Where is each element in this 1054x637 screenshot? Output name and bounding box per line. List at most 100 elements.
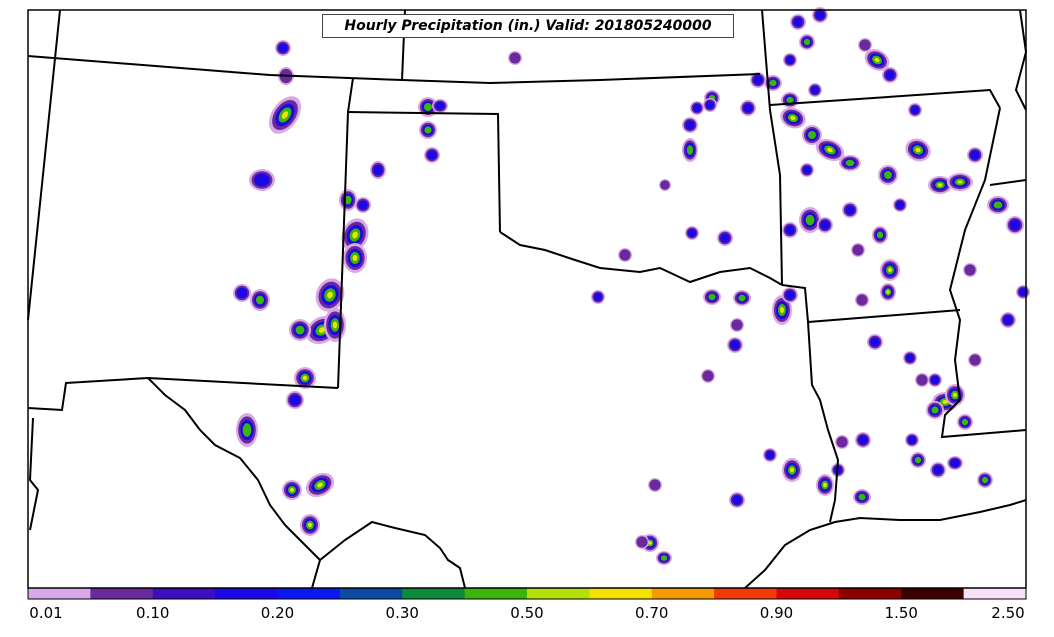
border-tn bbox=[989, 179, 1027, 186]
precip-cell bbox=[905, 353, 915, 363]
colorbar-tick-label: 0.90 bbox=[760, 604, 793, 622]
map-background bbox=[28, 10, 1026, 588]
precip-cell bbox=[242, 423, 252, 437]
colorbar-tick-label: 2.50 bbox=[991, 604, 1024, 622]
border-tx-ar-la bbox=[781, 284, 961, 324]
precip-cell bbox=[950, 458, 960, 468]
precip-cell bbox=[702, 370, 714, 382]
map-border bbox=[27, 9, 1027, 589]
border-rio-grande bbox=[147, 377, 322, 589]
precip-cell bbox=[352, 231, 358, 239]
precip-cell bbox=[937, 183, 943, 187]
precip-cell bbox=[884, 171, 892, 179]
precip-cell bbox=[636, 536, 648, 548]
colorbar-tick-label: 0.70 bbox=[635, 604, 668, 622]
colorbar bbox=[27, 587, 1027, 600]
precip-cell bbox=[957, 180, 963, 184]
precip-cell bbox=[318, 327, 326, 333]
precip-cell bbox=[281, 111, 289, 119]
border-ks-mo bbox=[761, 9, 783, 286]
precip-cell bbox=[731, 319, 743, 331]
colorbar-segment bbox=[464, 588, 528, 599]
precip-cell bbox=[885, 70, 895, 80]
colorbar-segment bbox=[90, 588, 154, 599]
precip-cell bbox=[730, 340, 740, 350]
precip-cell bbox=[805, 214, 815, 226]
colorbar-segment bbox=[901, 588, 965, 599]
precip-cell bbox=[427, 150, 437, 160]
precip-cell bbox=[708, 293, 716, 301]
coastline-gulf bbox=[744, 499, 1027, 589]
precip-cell bbox=[931, 406, 939, 414]
colorbar-segment bbox=[152, 588, 216, 599]
precip-cell bbox=[278, 43, 288, 53]
precip-cell bbox=[981, 476, 989, 484]
precip-cell bbox=[1009, 219, 1021, 231]
precip-cell bbox=[942, 400, 948, 404]
precip-cell bbox=[424, 103, 432, 111]
precip-cell bbox=[705, 100, 715, 110]
precip-cell bbox=[930, 375, 940, 385]
precip-cell bbox=[692, 103, 702, 113]
precip-cell bbox=[914, 456, 922, 464]
colorbar-tick-label: 0.50 bbox=[510, 604, 543, 622]
precip-cell bbox=[823, 482, 827, 488]
colorbar-segment bbox=[215, 588, 278, 599]
colorbar-segment bbox=[651, 588, 715, 599]
precip-cell bbox=[660, 555, 668, 561]
precip-cell bbox=[993, 201, 1003, 209]
precip-cell bbox=[858, 493, 866, 501]
precip-cell bbox=[593, 292, 603, 302]
precip-cell bbox=[785, 290, 795, 300]
precip-cell bbox=[910, 105, 920, 115]
colorbar-tick-label: 1.50 bbox=[885, 604, 918, 622]
precip-cell bbox=[720, 233, 730, 243]
precip-cell bbox=[790, 467, 794, 473]
precip-cell bbox=[332, 321, 338, 329]
border-nm-south bbox=[27, 376, 339, 412]
precip-cell bbox=[344, 195, 352, 205]
state-borders bbox=[27, 9, 1028, 589]
precip-cell bbox=[859, 39, 871, 51]
precip-cell bbox=[649, 479, 661, 491]
precip-cell bbox=[793, 17, 803, 27]
precip-cell bbox=[907, 435, 917, 445]
colorbar-tick-label: 0.01 bbox=[29, 604, 62, 622]
precip-cell bbox=[790, 115, 796, 121]
border-mexico bbox=[319, 520, 466, 589]
precip-cell bbox=[856, 294, 868, 306]
precip-cell bbox=[765, 450, 775, 460]
precip-cell bbox=[802, 165, 812, 175]
precip-cell bbox=[803, 38, 811, 46]
precip-cell bbox=[820, 220, 830, 230]
precip-cell bbox=[619, 249, 631, 261]
border-az-nm bbox=[27, 9, 61, 321]
precip-cell bbox=[732, 495, 742, 505]
colorbar-segment bbox=[776, 588, 840, 599]
colorbar-tick-label: 0.30 bbox=[386, 604, 419, 622]
precip-cell bbox=[886, 290, 890, 294]
colorbar-tick-label: 0.10 bbox=[136, 604, 169, 622]
precip-cell bbox=[858, 435, 868, 445]
precip-cell bbox=[874, 57, 880, 63]
colorbar-segment bbox=[527, 588, 590, 599]
precip-cell bbox=[785, 55, 795, 65]
precip-cell bbox=[969, 354, 981, 366]
precip-cell bbox=[785, 225, 795, 235]
precip-cell bbox=[1003, 315, 1013, 325]
precip-cell bbox=[836, 436, 848, 448]
precip-cell bbox=[509, 52, 521, 64]
precip-cell bbox=[961, 418, 969, 426]
colorbar-segment bbox=[963, 588, 1027, 599]
precip-cell bbox=[815, 10, 825, 20]
precip-cell bbox=[970, 150, 980, 160]
precip-cell bbox=[435, 101, 445, 111]
border-red-river bbox=[499, 231, 783, 286]
precip-cell bbox=[295, 325, 305, 335]
precip-cell bbox=[743, 103, 753, 113]
precip-cell bbox=[256, 295, 264, 305]
precip-cell bbox=[845, 159, 855, 167]
precip-cell bbox=[290, 488, 294, 492]
